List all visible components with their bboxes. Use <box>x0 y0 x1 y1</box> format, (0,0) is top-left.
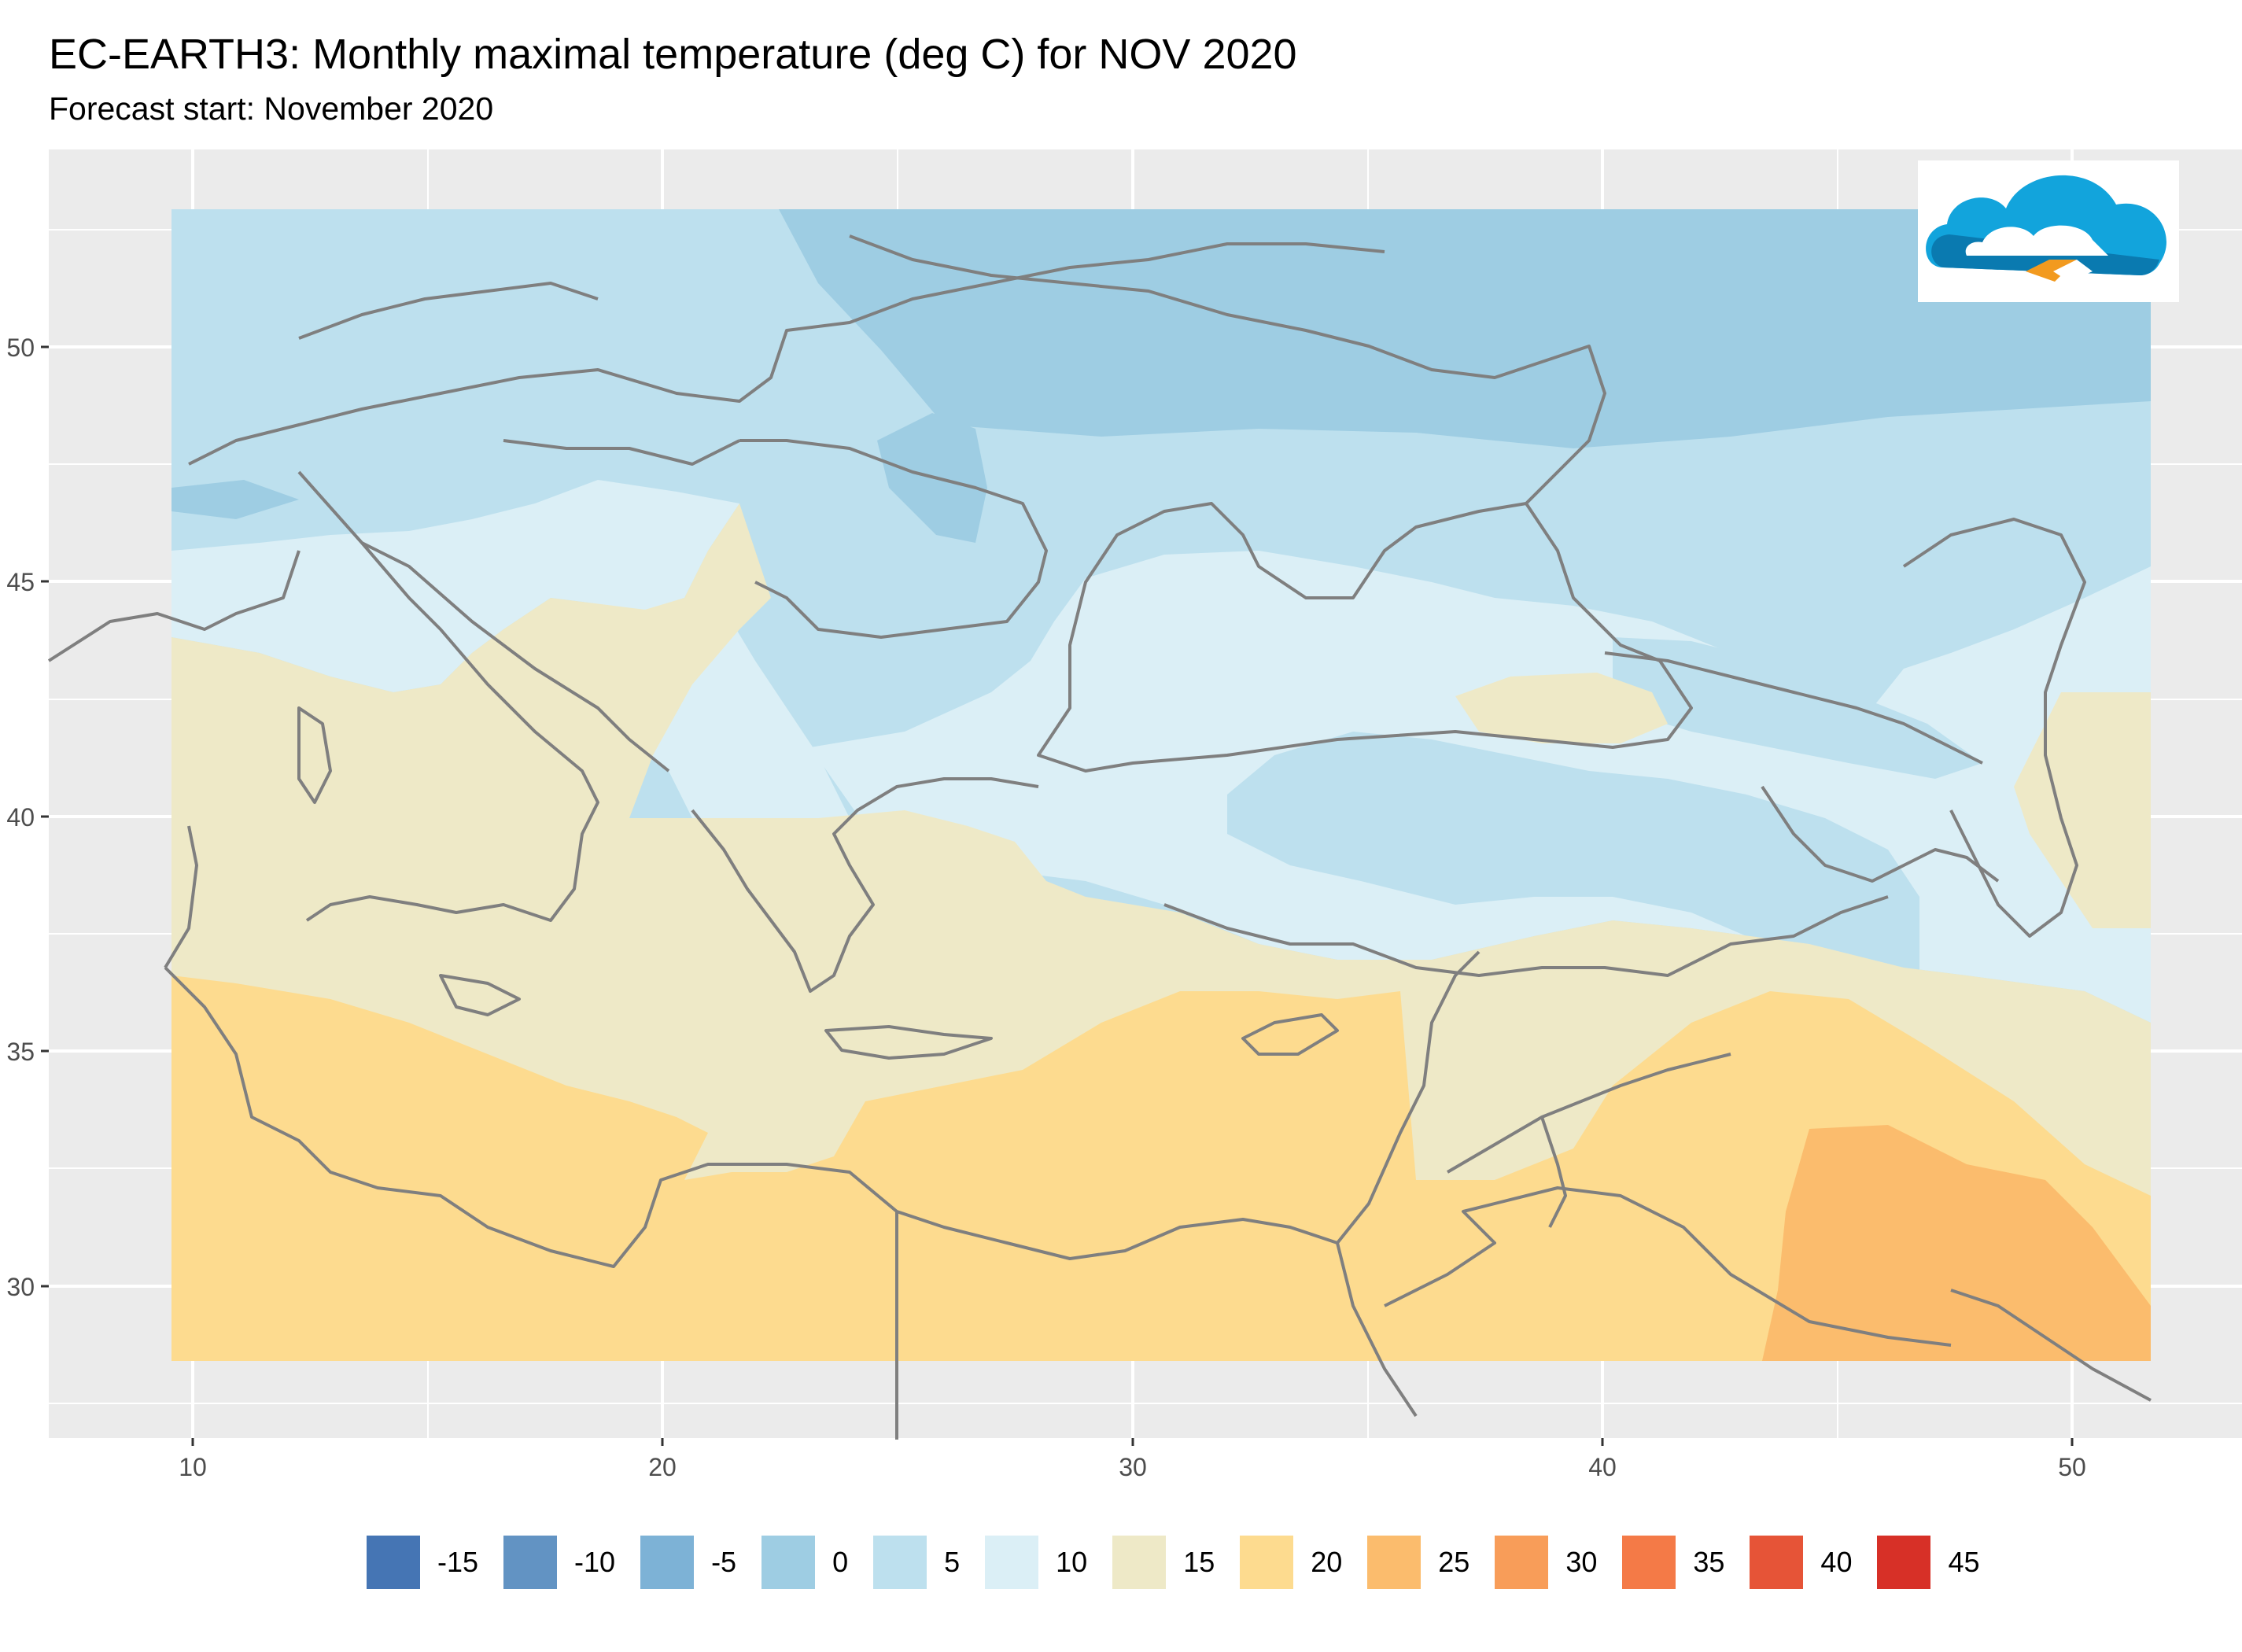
border-iran <box>1761 785 2000 883</box>
legend-swatch <box>1622 1536 1676 1589</box>
legend-swatch <box>1112 1536 1167 1589</box>
legend-item: 45 <box>1877 1536 1980 1589</box>
legend-swatch <box>1877 1536 1931 1589</box>
y-axis: 50 45 40 35 30 <box>6 334 49 1301</box>
legend-item: -15 <box>367 1536 478 1589</box>
legend-item: 0 <box>761 1536 848 1589</box>
legend-swatch <box>873 1536 927 1589</box>
legend-label: 0 <box>832 1546 849 1578</box>
temperature-field <box>171 209 2151 1361</box>
coastline-tunisia <box>164 825 198 969</box>
chart-subtitle: Forecast start: November 2020 <box>49 90 494 127</box>
field-band-zero-alps <box>171 480 299 519</box>
y-tick-label: 30 <box>6 1273 35 1301</box>
legend-swatch <box>640 1536 695 1589</box>
legend-label: -10 <box>574 1546 616 1578</box>
coastline-caspian <box>1902 518 2086 938</box>
x-tick-label: 20 <box>648 1453 677 1481</box>
border-caucasus <box>1604 651 1983 765</box>
legend-item: 30 <box>1495 1536 1597 1589</box>
x-axis: 10 20 30 40 50 <box>179 1438 2086 1481</box>
legend-swatch <box>761 1536 816 1589</box>
coastlines <box>47 234 2152 1440</box>
y-tick-label: 40 <box>6 803 35 832</box>
legend-swatch <box>1240 1536 1294 1589</box>
coastline-cyprus <box>1241 1013 1339 1056</box>
x-tick-label: 50 <box>2058 1453 2086 1481</box>
legend-label: 5 <box>944 1546 961 1578</box>
border-hungary <box>503 439 740 466</box>
legend-item: 15 <box>1112 1536 1215 1589</box>
coastline-red-sea <box>1336 1242 1418 1418</box>
legend-label: 15 <box>1183 1546 1215 1578</box>
border-turkey-south <box>1163 895 1889 977</box>
field-band-twenty-five-iraq <box>1762 1125 2151 1361</box>
legend-swatch <box>367 1536 420 1589</box>
legend-label: 20 <box>1311 1546 1343 1578</box>
coastline-north-africa <box>164 950 1481 1268</box>
border-ukraine <box>849 234 1606 505</box>
legend-label: -5 <box>711 1546 737 1578</box>
legend-item: 25 <box>1367 1536 1469 1589</box>
legend-swatch <box>503 1536 558 1589</box>
coastline-persian-gulf <box>1950 1289 2152 1402</box>
color-legend: -15 -10 -5 0 5 10 15 20 25 30 35 40 45 <box>367 1536 2005 1589</box>
legend-label: 25 <box>1438 1546 1470 1578</box>
legend-item: 20 <box>1240 1536 1342 1589</box>
legend-label: -15 <box>437 1546 479 1578</box>
legend-item: 10 <box>985 1536 1087 1589</box>
legend-label: 45 <box>1948 1546 1980 1578</box>
legend-item: 35 <box>1622 1536 1724 1589</box>
legend-label: 10 <box>1056 1546 1088 1578</box>
field-band-twenty-south <box>171 975 2151 1361</box>
legend-swatch <box>1495 1536 1549 1589</box>
border-europe-north <box>188 242 1385 466</box>
field-band-zero-north <box>779 209 2151 448</box>
x-tick-label: 30 <box>1119 1453 1147 1481</box>
legend-label: 40 <box>1820 1546 1853 1578</box>
field-band-fifteen-blacksea <box>1455 673 1668 743</box>
y-tick-label: 35 <box>6 1038 35 1066</box>
coastline-sardinia <box>297 706 332 804</box>
border-iraq <box>1446 1053 1731 1174</box>
field-band-five-caucasus <box>1613 637 1982 779</box>
coastline-greece <box>691 777 1039 993</box>
legend-item: -10 <box>503 1536 615 1589</box>
border-syria-iraq <box>1540 1116 1567 1228</box>
legend-label: 35 <box>1693 1546 1725 1578</box>
x-tick-label: 10 <box>179 1453 207 1481</box>
field-band-five-anatolia <box>1227 732 1919 975</box>
coastline-adriatic <box>361 541 670 773</box>
legend-swatch <box>1750 1536 1804 1589</box>
border-saudi <box>1384 1186 1952 1347</box>
y-tick-label: 45 <box>6 568 35 596</box>
legend-swatch <box>1367 1536 1422 1589</box>
y-tick-label: 50 <box>6 334 35 362</box>
legend-item: -5 <box>640 1536 736 1589</box>
chart-title: EC-EARTH3: Monthly maximal temperature (… <box>49 31 1297 78</box>
legend-item: 5 <box>873 1536 960 1589</box>
coastline-italy <box>297 470 599 922</box>
cloud-logo-icon <box>1918 160 2179 302</box>
coastline-france <box>47 550 301 662</box>
x-tick-label: 40 <box>1588 1453 1617 1481</box>
border-romania <box>739 439 1048 639</box>
legend-swatch <box>985 1536 1039 1589</box>
field-band-ten-north <box>171 480 739 692</box>
legend-label: 30 <box>1565 1546 1598 1578</box>
field-band-fifteen-caspian <box>2014 692 2151 928</box>
coastline-sicily <box>439 974 521 1016</box>
border-poland <box>298 282 599 340</box>
coastline-crete <box>824 1025 993 1060</box>
legend-item: 40 <box>1750 1536 1852 1589</box>
